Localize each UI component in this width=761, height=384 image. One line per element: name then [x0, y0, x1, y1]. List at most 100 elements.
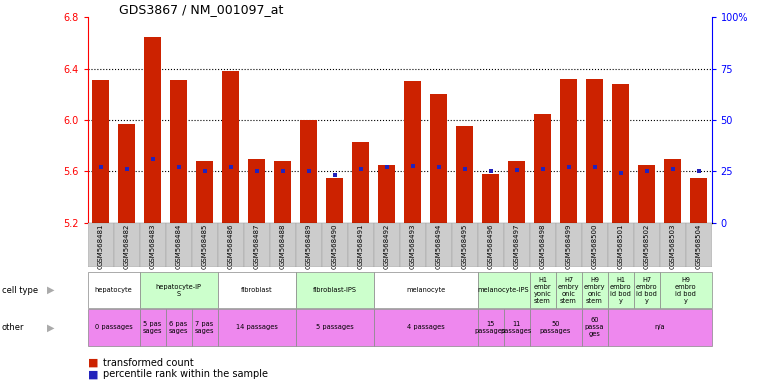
- Bar: [218, 309, 295, 346]
- Bar: [374, 223, 400, 267]
- Text: 5 pas
sages: 5 pas sages: [143, 321, 162, 334]
- Text: GSM568499: GSM568499: [565, 223, 572, 266]
- Text: GSM568502: GSM568502: [644, 223, 650, 266]
- Bar: [456, 126, 473, 223]
- Text: 11
passages: 11 passages: [501, 321, 532, 334]
- Bar: [607, 309, 712, 346]
- Bar: [556, 272, 581, 308]
- Bar: [170, 80, 187, 223]
- Bar: [430, 94, 447, 223]
- Bar: [660, 223, 686, 267]
- Text: hepatocyte-iP
S: hepatocyte-iP S: [155, 284, 202, 296]
- Text: GSM568490: GSM568490: [332, 223, 338, 266]
- Bar: [451, 223, 478, 267]
- Text: GSM568491: GSM568491: [358, 223, 364, 266]
- Bar: [633, 272, 660, 308]
- Text: H9
embro
id bod
y: H9 embro id bod y: [675, 276, 696, 304]
- Text: H7
embry
onic
stem: H7 embry onic stem: [558, 276, 579, 304]
- Text: GSM568486: GSM568486: [228, 223, 234, 266]
- Text: GSM568489: GSM568489: [305, 223, 311, 266]
- Text: GSM568488: GSM568488: [279, 223, 285, 266]
- Text: percentile rank within the sample: percentile rank within the sample: [103, 369, 268, 379]
- Bar: [192, 309, 218, 346]
- Text: GSM568498: GSM568498: [540, 223, 546, 266]
- Bar: [300, 120, 317, 223]
- Text: GSM568496: GSM568496: [488, 223, 494, 266]
- Bar: [690, 178, 707, 223]
- Text: H7
embro
id bod
y: H7 embro id bod y: [635, 276, 658, 304]
- Bar: [88, 223, 113, 267]
- Bar: [378, 165, 395, 223]
- Bar: [686, 223, 712, 267]
- Bar: [478, 223, 504, 267]
- Text: 6 pas
sages: 6 pas sages: [169, 321, 188, 334]
- Bar: [633, 223, 660, 267]
- Bar: [508, 161, 525, 223]
- Bar: [166, 309, 192, 346]
- Text: H1
embr
yonic
stem: H1 embr yonic stem: [533, 276, 552, 304]
- Bar: [586, 79, 603, 223]
- Text: 5 passages: 5 passages: [316, 324, 353, 330]
- Text: ▶: ▶: [47, 322, 55, 333]
- Bar: [244, 223, 269, 267]
- Bar: [374, 272, 478, 308]
- Text: fibroblast-IPS: fibroblast-IPS: [313, 287, 356, 293]
- Bar: [478, 309, 504, 346]
- Text: hepatocyte: hepatocyte: [94, 287, 132, 293]
- Bar: [530, 223, 556, 267]
- Bar: [425, 223, 451, 267]
- Text: ▶: ▶: [47, 285, 55, 295]
- Bar: [295, 272, 374, 308]
- Bar: [400, 223, 425, 267]
- Bar: [560, 79, 577, 223]
- Text: GSM568484: GSM568484: [176, 223, 182, 266]
- Bar: [352, 142, 369, 223]
- Bar: [92, 80, 109, 223]
- Text: GSM568503: GSM568503: [670, 223, 676, 266]
- Bar: [482, 174, 499, 223]
- Text: 4 passages: 4 passages: [406, 324, 444, 330]
- Text: 60
passa
ges: 60 passa ges: [584, 317, 604, 338]
- Bar: [374, 309, 478, 346]
- Text: H1
embro
id bod
y: H1 embro id bod y: [610, 276, 632, 304]
- Bar: [478, 272, 530, 308]
- Text: GSM568492: GSM568492: [384, 223, 390, 266]
- Text: 14 passages: 14 passages: [236, 324, 278, 330]
- Bar: [113, 223, 139, 267]
- Text: melanocyte: melanocyte: [406, 287, 445, 293]
- Bar: [269, 223, 295, 267]
- Bar: [530, 272, 556, 308]
- Bar: [248, 159, 265, 223]
- Bar: [530, 309, 581, 346]
- Bar: [581, 223, 607, 267]
- Text: ■: ■: [88, 369, 98, 379]
- Text: GSM568495: GSM568495: [461, 223, 467, 266]
- Text: melanocyte-IPS: melanocyte-IPS: [478, 287, 530, 293]
- Text: 50
passages: 50 passages: [540, 321, 572, 334]
- Bar: [581, 272, 607, 308]
- Text: GSM568501: GSM568501: [617, 223, 623, 266]
- Bar: [660, 272, 712, 308]
- Text: 15
passages: 15 passages: [475, 321, 506, 334]
- Text: 0 passages: 0 passages: [94, 324, 132, 330]
- Bar: [322, 223, 348, 267]
- Bar: [534, 114, 551, 223]
- Bar: [218, 272, 295, 308]
- Bar: [612, 84, 629, 223]
- Text: cell type: cell type: [2, 286, 37, 295]
- Text: GSM568482: GSM568482: [123, 223, 129, 266]
- Text: GSM568493: GSM568493: [409, 223, 416, 266]
- Text: GDS3867 / NM_001097_at: GDS3867 / NM_001097_at: [119, 3, 283, 16]
- Text: GSM568481: GSM568481: [97, 223, 103, 266]
- Text: GSM568483: GSM568483: [149, 223, 155, 266]
- Bar: [88, 309, 139, 346]
- Bar: [139, 309, 166, 346]
- Text: transformed count: transformed count: [103, 358, 193, 368]
- Bar: [638, 165, 655, 223]
- Bar: [192, 223, 218, 267]
- Text: H9
embry
onic
stem: H9 embry onic stem: [584, 276, 605, 304]
- Text: GSM568497: GSM568497: [514, 223, 520, 266]
- Bar: [222, 71, 239, 223]
- Bar: [607, 272, 634, 308]
- Bar: [139, 223, 166, 267]
